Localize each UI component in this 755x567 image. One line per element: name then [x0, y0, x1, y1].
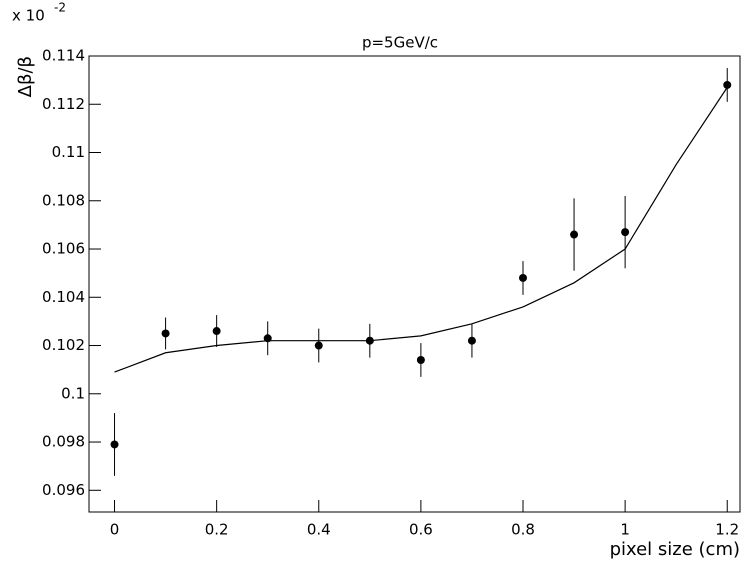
x-tick-label: 0.4: [307, 521, 331, 539]
y-axis-label: Δβ/β: [15, 56, 36, 97]
y-multiplier-exponent: -2: [54, 1, 66, 15]
data-point: [314, 341, 323, 350]
y-tick-label: 0.114: [42, 47, 85, 65]
data-point: [621, 228, 630, 237]
x-tick-label: 1.2: [715, 521, 739, 539]
plot-frame: [88, 55, 741, 513]
x-tick-label: 0.2: [205, 521, 229, 539]
y-tick-label: 0.106: [42, 240, 85, 258]
x-tick-label: 0.8: [511, 521, 535, 539]
data-point: [570, 230, 579, 239]
x-tick-label: 0: [110, 521, 120, 539]
y-tick-label: 0.11: [52, 143, 85, 161]
data-point: [263, 334, 272, 343]
chart-title: p=5GeV/c: [362, 34, 438, 52]
data-point: [416, 356, 425, 364]
y-tick-label: 0.104: [42, 288, 85, 306]
data-point: [519, 273, 527, 282]
y-tick-label: 0.096: [42, 481, 85, 499]
x-tick-label: 0.6: [409, 521, 433, 539]
y-tick-label: 0.108: [42, 191, 85, 209]
y-multiplier: x 10: [12, 7, 45, 25]
data-point: [467, 336, 476, 345]
fit-line: [114, 87, 728, 373]
data-point: [161, 329, 170, 338]
y-tick-label: 0.1: [61, 384, 85, 402]
x-axis-label: pixel size (cm): [610, 539, 740, 560]
y-tick-label: 0.098: [42, 433, 85, 451]
data-point: [212, 327, 221, 336]
y-tick-label: 0.112: [42, 95, 85, 113]
x-tick-label: 1: [620, 521, 630, 539]
data-point: [723, 80, 732, 89]
data-point: [365, 336, 374, 345]
y-tick-label: 0.102: [42, 336, 85, 354]
data-point: [110, 440, 119, 449]
